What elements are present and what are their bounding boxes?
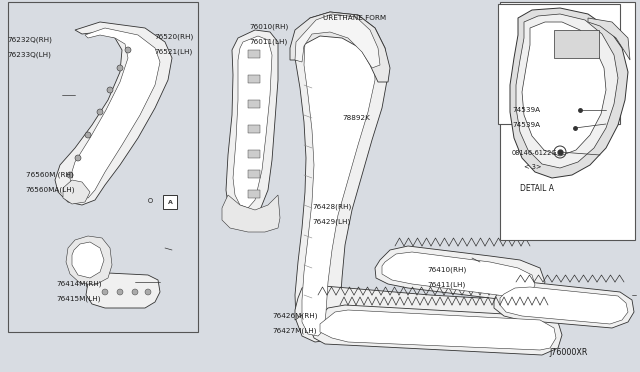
Polygon shape — [494, 282, 634, 328]
Polygon shape — [302, 20, 375, 336]
Circle shape — [132, 289, 138, 295]
Text: 76410(RH): 76410(RH) — [428, 266, 467, 273]
Text: 76414M(RH): 76414M(RH) — [56, 280, 102, 287]
Text: 76428(RH): 76428(RH) — [312, 203, 351, 210]
Text: B: B — [559, 150, 561, 154]
Text: < 3>: < 3> — [524, 164, 541, 170]
Polygon shape — [86, 273, 160, 308]
Polygon shape — [522, 22, 606, 156]
Polygon shape — [375, 246, 545, 302]
Text: 76232Q(RH): 76232Q(RH) — [8, 37, 52, 44]
Text: 76521(LH): 76521(LH) — [155, 48, 193, 55]
Polygon shape — [510, 8, 628, 178]
Text: 76560M (RH): 76560M (RH) — [26, 171, 74, 178]
Circle shape — [107, 87, 113, 93]
Text: 76233Q(LH): 76233Q(LH) — [8, 52, 52, 58]
Polygon shape — [539, 58, 559, 115]
Polygon shape — [541, 45, 557, 58]
Text: 76427M(LH): 76427M(LH) — [272, 327, 317, 334]
Circle shape — [125, 47, 131, 53]
Circle shape — [117, 289, 123, 295]
Text: 74539A: 74539A — [512, 122, 540, 128]
Polygon shape — [290, 12, 390, 82]
Text: 76426M(RH): 76426M(RH) — [272, 312, 317, 319]
Bar — [248, 125, 260, 133]
Bar — [163, 195, 177, 209]
Circle shape — [75, 155, 81, 161]
Text: 08146-6122G: 08146-6122G — [512, 150, 557, 156]
Bar — [248, 190, 260, 198]
Circle shape — [85, 132, 91, 138]
Polygon shape — [295, 12, 388, 342]
Polygon shape — [382, 252, 535, 298]
Text: 74539A: 74539A — [512, 107, 540, 113]
Polygon shape — [588, 18, 630, 60]
Polygon shape — [70, 28, 160, 198]
Circle shape — [145, 289, 151, 295]
Polygon shape — [66, 236, 112, 285]
Text: 76411(LH): 76411(LH) — [428, 281, 466, 288]
Bar — [500, 2, 635, 240]
Bar — [498, 4, 620, 124]
Circle shape — [117, 65, 123, 71]
Text: 76415M(LH): 76415M(LH) — [56, 295, 101, 302]
Circle shape — [97, 109, 103, 115]
Circle shape — [102, 289, 108, 295]
Bar — [248, 100, 260, 108]
Text: 76011(LH): 76011(LH) — [250, 38, 288, 45]
Text: 76429(LH): 76429(LH) — [312, 218, 351, 225]
Text: J76000XR: J76000XR — [549, 348, 588, 357]
Text: DETAIL A: DETAIL A — [520, 185, 554, 193]
Text: 76560MA(LH): 76560MA(LH) — [26, 186, 75, 193]
Polygon shape — [295, 285, 518, 322]
Polygon shape — [226, 30, 278, 218]
Bar — [8, 2, 198, 332]
Bar — [248, 170, 260, 178]
Polygon shape — [310, 305, 562, 355]
Polygon shape — [295, 14, 380, 68]
Bar — [248, 50, 260, 58]
Polygon shape — [500, 287, 628, 324]
Text: 76520(RH): 76520(RH) — [155, 33, 194, 40]
Polygon shape — [516, 14, 618, 168]
Polygon shape — [55, 22, 172, 205]
Bar — [248, 150, 260, 158]
Bar — [248, 75, 260, 83]
Text: 78892K: 78892K — [342, 115, 371, 121]
Text: 76010(RH): 76010(RH) — [250, 23, 289, 30]
Bar — [554, 30, 599, 58]
Polygon shape — [72, 242, 104, 278]
Text: A: A — [168, 199, 172, 205]
Polygon shape — [222, 195, 280, 232]
Text: URETHANE FORM: URETHANE FORM — [323, 15, 386, 21]
Polygon shape — [63, 180, 90, 204]
Polygon shape — [320, 310, 556, 350]
Circle shape — [67, 172, 73, 178]
Polygon shape — [233, 36, 272, 208]
Bar — [502, 14, 622, 132]
